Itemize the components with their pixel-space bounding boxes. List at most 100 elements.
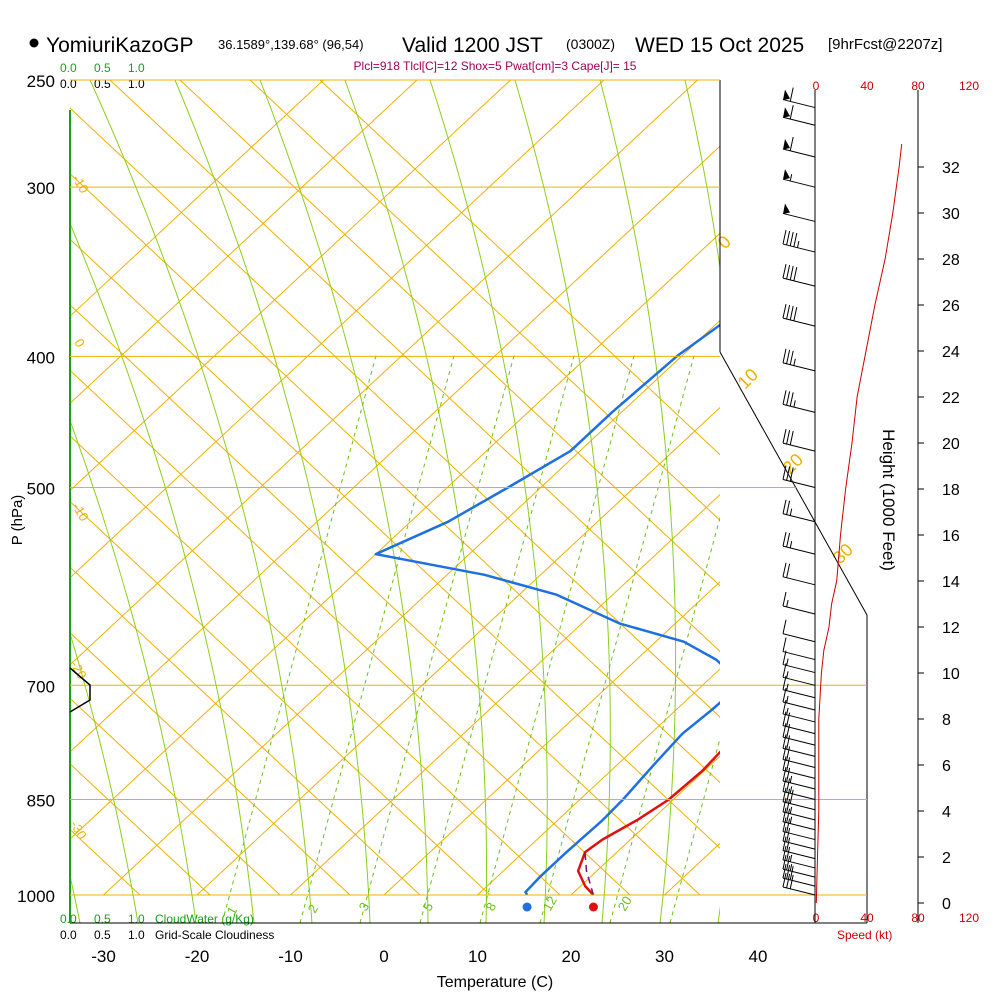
wind-barb — [782, 787, 816, 811]
wind-barb-feather — [782, 591, 787, 607]
wind-barb-feather — [789, 350, 794, 365]
wind-barb-feather — [786, 500, 791, 515]
mixing-ratio-line — [299, 351, 456, 923]
wind-barb-staff — [782, 362, 816, 372]
temperature-tick-label: 0 — [379, 947, 388, 966]
wind-barb-staff — [782, 513, 816, 523]
wind-barb-half-feather — [793, 400, 796, 408]
cloudwater-tick-0: 0.0 — [60, 61, 77, 75]
station-name: YomiuriKazoGP — [46, 34, 193, 57]
wind-barb-staff — [782, 790, 816, 800]
wind-barb-half-feather — [789, 786, 793, 794]
wind-barb-half-feather — [789, 174, 793, 182]
wind-barb-flag — [783, 169, 790, 180]
wind-barb-staff — [782, 811, 816, 821]
wind-barb-half-feather — [786, 683, 789, 691]
thermo-grid — [70, 80, 1000, 923]
wind-barb — [782, 203, 816, 222]
moist-adiabat-line — [599, 80, 677, 923]
height-tick-label: 0 — [942, 896, 951, 913]
wind-barb — [782, 229, 816, 253]
wind-barb-staff — [782, 713, 816, 723]
temperature-tick-label: 20 — [562, 947, 581, 966]
wind-barb-feather — [782, 532, 787, 547]
height-tick-label: 12 — [942, 620, 960, 637]
dry-adiabat-label: 0 — [71, 336, 88, 350]
wind-barb-feather — [782, 619, 787, 634]
wind-barb-staff — [782, 840, 816, 850]
moist-adiabat-line — [344, 80, 488, 923]
temperature-tick-label: -20 — [185, 947, 210, 966]
pressure-tick-label: 400 — [27, 348, 55, 367]
wind-barb-flag — [783, 107, 790, 118]
forecast-tag: [9hrFcst@2207z] — [828, 36, 942, 53]
wind-barb-staff — [782, 576, 816, 586]
wind-barb — [782, 872, 816, 896]
wind-barb-staff — [782, 633, 816, 643]
wind-barb-feather — [786, 305, 791, 320]
wind-barb-feather — [782, 864, 787, 879]
wind-barb-feather — [782, 429, 787, 444]
wind-barb — [782, 745, 816, 768]
isotherm-line — [852, 80, 1000, 895]
zulu-time: (0300Z) — [566, 36, 615, 52]
wind-barb-half-feather — [789, 541, 793, 549]
mixing-ratio-line — [669, 736, 720, 923]
wind-barb-feather — [782, 854, 787, 870]
pressure-tick-label: 500 — [27, 480, 55, 499]
mixing-ratio-line — [539, 351, 696, 923]
wind-barb-feather — [789, 431, 794, 446]
isotherm-line — [477, 668, 720, 896]
moist-adiabat-label: 10 — [734, 365, 762, 393]
height-tick-label: 26 — [942, 298, 960, 315]
wind-barb-staff — [782, 148, 816, 158]
wind-barb-feather — [793, 232, 798, 248]
wind-barb-staff — [782, 736, 816, 746]
wind-barb-staff — [782, 99, 816, 109]
dry-adiabat-line — [70, 632, 351, 896]
wind-barb-flag — [783, 139, 790, 150]
wind-barb-feather — [786, 466, 791, 481]
wind-barb-feather — [782, 872, 787, 888]
wind-barb-feather — [782, 562, 787, 577]
wind-barb-feather — [782, 827, 787, 842]
wind-barb-feather — [789, 136, 794, 152]
wind-barb — [782, 756, 816, 779]
wind-barb-feather — [789, 392, 794, 407]
wind-barb-staff — [782, 850, 816, 860]
wind-barb-feather — [789, 866, 794, 881]
height-tick-label: 16 — [942, 528, 960, 545]
dry-adiabat-line — [70, 697, 281, 896]
wind-barb-half-feather — [786, 695, 789, 704]
wind-barb-staff — [782, 277, 816, 287]
height-tick-label: 8 — [942, 712, 951, 729]
wind-barb — [782, 304, 816, 327]
mixing-ratio-line — [221, 351, 378, 923]
wind-barb — [782, 348, 816, 372]
height-tick-label: 32 — [942, 160, 960, 177]
moist-adiabat-line — [429, 80, 548, 923]
wind-barb-half-feather — [786, 707, 789, 716]
valid-date: WED 15 Oct 2025 — [635, 34, 804, 57]
cloudiness-bottom-tick-1: 0.5 — [94, 928, 111, 942]
wind-barb — [782, 723, 816, 746]
cloudiness-label: Grid-Scale Cloudiness — [155, 928, 274, 942]
wind-barb-staff — [782, 831, 816, 841]
wind-barb-staff — [782, 403, 816, 413]
wind-barb-feather — [786, 265, 791, 280]
wind-barb-staff — [782, 758, 816, 768]
cloudwater-label: CloudWater (g/Kg) — [155, 912, 254, 926]
wind-barb-half-feather — [789, 863, 793, 872]
speed-top-tick-1: 40 — [860, 79, 874, 93]
wind-barb — [782, 777, 816, 800]
wind-barb-feather — [782, 465, 787, 480]
wind-barb-staff — [782, 780, 816, 790]
isotherm-line — [70, 80, 418, 405]
wind-barb — [782, 532, 816, 555]
moist-adiabat-line — [70, 631, 139, 923]
height-tick-label: 24 — [942, 344, 960, 361]
wind-barb-feather — [782, 711, 787, 726]
temperature-tick-label: 30 — [655, 947, 674, 966]
wind-barb-feather — [789, 87, 794, 102]
wind-barb-feather — [789, 874, 794, 890]
